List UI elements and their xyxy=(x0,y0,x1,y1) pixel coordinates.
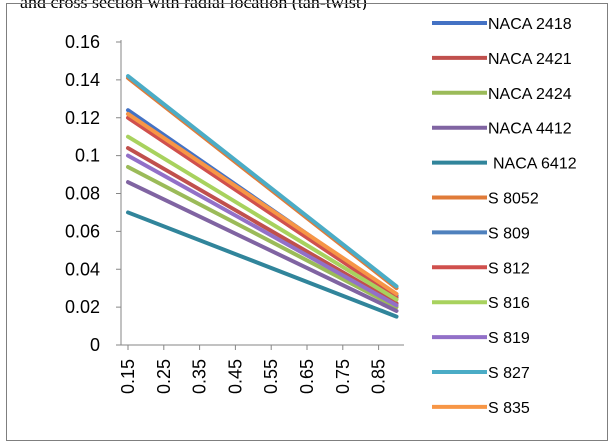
chart-title: and cross section with radial location (… xyxy=(20,0,367,10)
series-line-naca-4412 xyxy=(126,180,399,313)
legend-label: S 809 xyxy=(488,225,530,242)
x-tick-label: 0.35 xyxy=(190,359,210,394)
x-tick-label: 0.45 xyxy=(225,359,245,394)
y-axis: 0 0.02 0.04 0.06 0.08 0.1 0.12 0.14 0.16 xyxy=(65,32,122,355)
legend-label: S 816 xyxy=(488,295,530,312)
y-tick-label: 0.06 xyxy=(65,221,100,241)
y-tick-label: 0.14 xyxy=(65,70,100,90)
x-tick-label: 0.65 xyxy=(297,359,317,394)
legend-label: NACA 2424 xyxy=(488,86,572,103)
series-line-naca-2424 xyxy=(126,164,399,310)
legend-label: S 8052 xyxy=(488,191,539,208)
y-tick-label: 0.02 xyxy=(65,297,100,317)
legend-label: S 819 xyxy=(488,330,530,347)
x-tick-label: 0.75 xyxy=(333,359,353,394)
legend-label: NACA 6412 xyxy=(493,156,577,173)
legend-label: S 835 xyxy=(488,400,530,417)
x-tick-label: 0.55 xyxy=(261,359,281,394)
legend-label: NACA 4412 xyxy=(488,121,572,138)
x-axis: 0.15 0.25 0.35 0.45 0.55 0.65 0.75 0.85 xyxy=(118,344,404,394)
y-tick-label: 0.12 xyxy=(65,108,100,128)
series-lines xyxy=(126,74,399,319)
series-line-s-835 xyxy=(126,111,399,296)
y-tick-label: 0.08 xyxy=(65,184,100,204)
y-tick-label: 0.16 xyxy=(65,32,100,52)
legend-label: S 812 xyxy=(488,260,530,277)
legend-label: S 827 xyxy=(488,365,530,382)
y-tick-label: 0 xyxy=(90,335,100,355)
legend: NACA 2418 NACA 2421 NACA 2424 NACA 4412 NACA… xyxy=(432,16,577,417)
legend-label: NACA 2418 xyxy=(488,16,572,33)
series-line-s-819 xyxy=(126,153,399,308)
x-tick-label: 0.85 xyxy=(369,359,389,394)
series-line-s-816 xyxy=(126,134,399,302)
legend-label: NACA 2421 xyxy=(488,51,572,68)
series-line-s-812 xyxy=(126,115,399,300)
y-tick-label: 0.1 xyxy=(75,146,100,166)
y-tick-label: 0.04 xyxy=(65,259,100,279)
x-tick-label: 0.15 xyxy=(118,359,138,394)
chart-area xyxy=(6,3,608,441)
series-line-s-827 xyxy=(126,74,399,289)
series-line-naca-2421 xyxy=(126,146,399,306)
x-tick-label: 0.25 xyxy=(154,359,174,394)
series-line-naca-6412 xyxy=(126,210,399,319)
